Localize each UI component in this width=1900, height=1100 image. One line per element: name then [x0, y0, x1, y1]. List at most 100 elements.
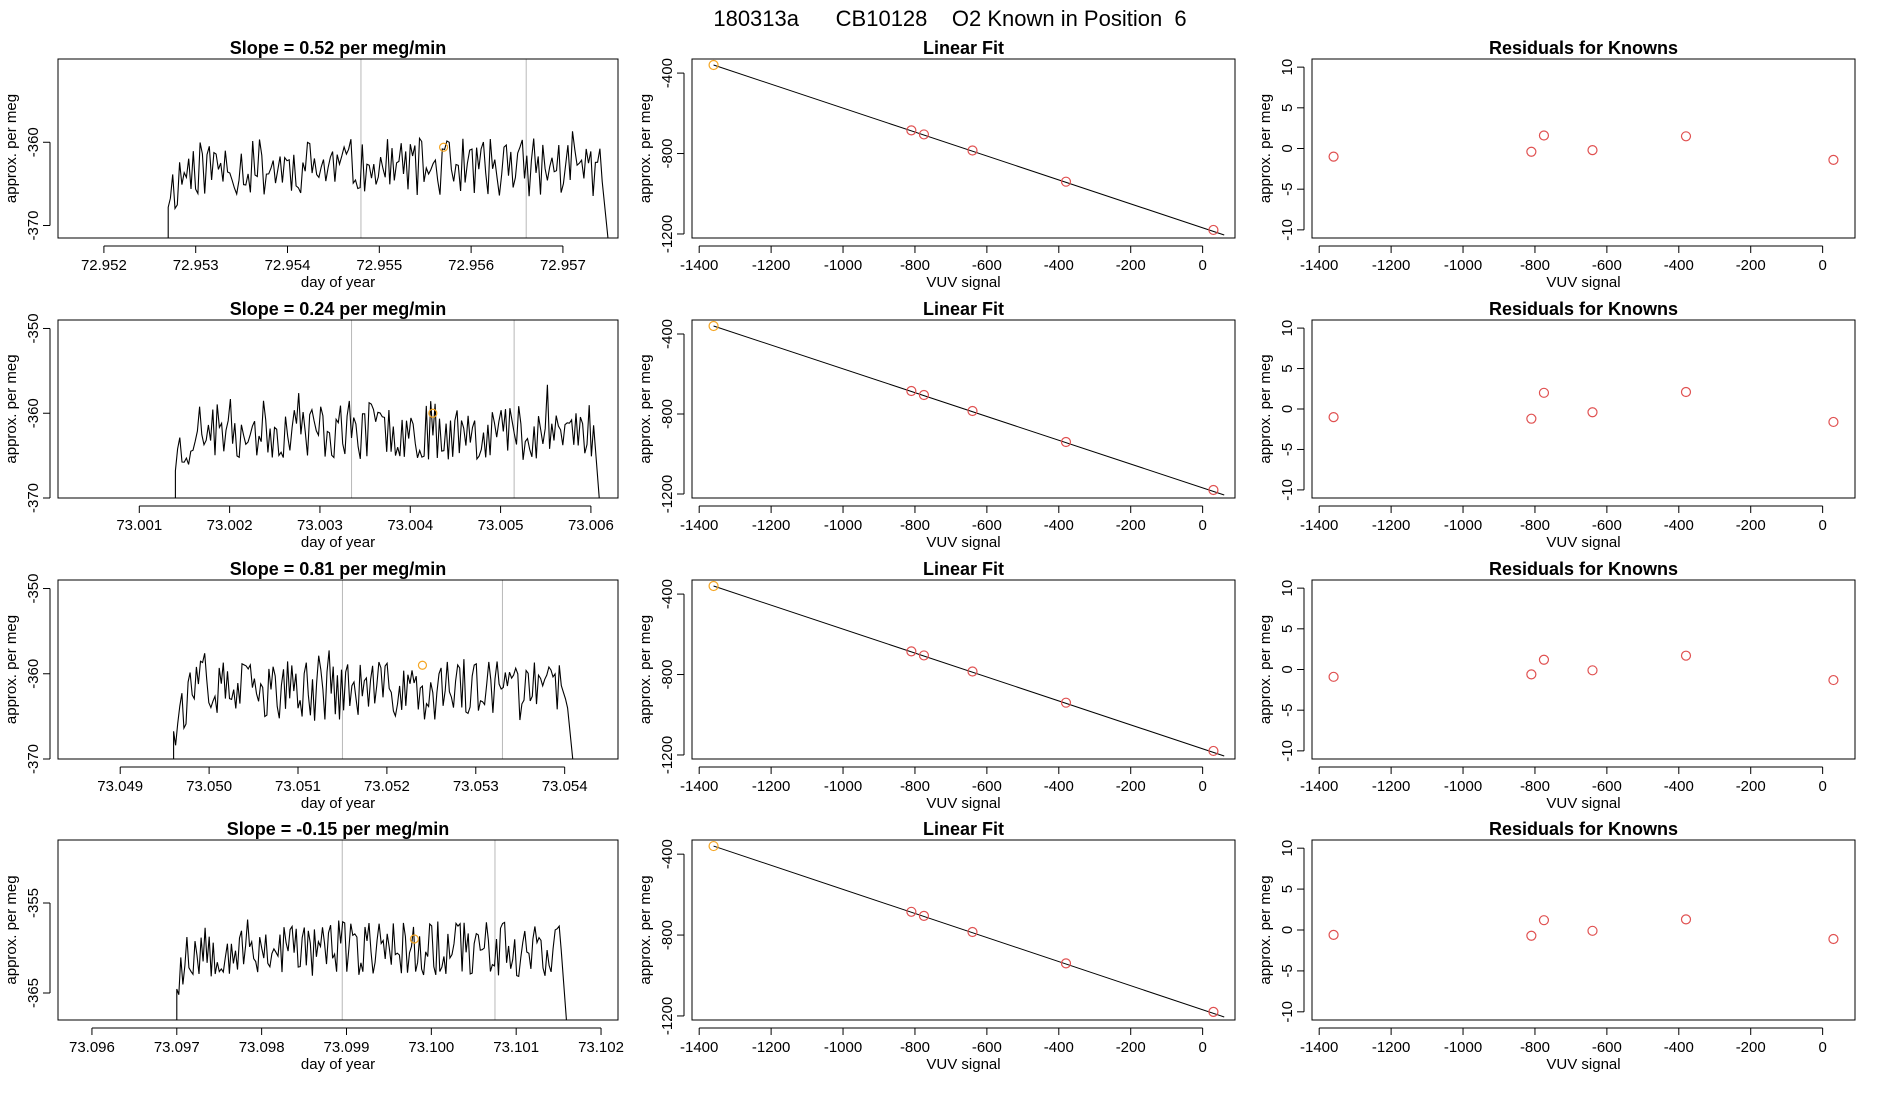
x-tick-label: -200 — [1736, 257, 1766, 274]
known-point — [1060, 697, 1072, 708]
y-tick-label: 5 — [1279, 885, 1296, 893]
panel-title: Residuals for Knowns — [1489, 559, 1678, 579]
x-tick-label: -800 — [1520, 257, 1550, 274]
plot-data-area — [708, 59, 1225, 236]
panel-title: Residuals for Knowns — [1489, 38, 1678, 58]
x-tick-label: 0 — [1198, 257, 1206, 274]
y-tick-label: 0 — [1279, 405, 1296, 413]
x-tick-label: -1200 — [1372, 517, 1410, 534]
x-axis-label: VUV signal — [1546, 1056, 1620, 1073]
x-tick-label: -800 — [1520, 778, 1550, 795]
y-tick-label: 10 — [1279, 59, 1296, 76]
panel-title: Slope = -0.15 per meg/min — [227, 819, 450, 839]
panel-1-2: Residuals for Knowns-1400 -1200 -1000 -800-… — [1257, 299, 1856, 551]
x-tick-label: -1000 — [1444, 257, 1482, 274]
known-point — [708, 320, 719, 332]
residual-point — [1538, 387, 1550, 398]
known-point — [1208, 745, 1219, 757]
plot-frame — [691, 319, 1236, 499]
x-tick-label: -400 — [1044, 257, 1074, 274]
known-point — [918, 389, 930, 401]
y-tick-label: -370 — [25, 744, 42, 774]
per-meg-trace — [173, 650, 574, 759]
panel-2-0: Slope = 0.81 per meg/min 73.049 73.050 73.0… — [3, 559, 619, 812]
plot-frame — [691, 839, 1236, 1021]
y-axis-label: approx. per meg — [637, 94, 654, 203]
y-tick-label: -400 — [659, 839, 676, 869]
x-axis-label: VUV signal — [926, 534, 1000, 551]
x-tick-label: 73.004 — [387, 517, 433, 534]
panel-0-1: Linear Fit-1400 -1200 -1000 -800 -600 -400 -20… — [637, 38, 1236, 291]
known-point — [708, 840, 719, 852]
y-tick-label: -360 — [25, 659, 42, 689]
y-tick-label: -10 — [1279, 219, 1296, 241]
x-tick-label: -1200 — [1372, 1039, 1410, 1056]
known-point — [967, 145, 978, 156]
fit-line — [713, 585, 1225, 757]
y-tick-label: -1200 — [659, 736, 676, 774]
x-tick-label: 73.050 — [186, 778, 232, 795]
plot-data-area — [173, 650, 574, 759]
panel-title: Linear Fit — [923, 299, 1004, 319]
y-tick-label: -350 — [25, 574, 42, 604]
plot-frame — [1311, 579, 1856, 760]
x-axis-label: VUV signal — [926, 795, 1000, 812]
panel-title: Slope = 0.81 per meg/min — [230, 559, 447, 579]
residual-point — [1680, 914, 1692, 925]
mean-marker — [409, 934, 419, 944]
x-tick-label: -1400 — [680, 1039, 718, 1056]
x-tick-label: 73.049 — [97, 778, 143, 795]
plot-frame — [57, 839, 619, 1021]
y-tick-label: -400 — [659, 579, 676, 609]
x-tick-label: 72.956 — [448, 257, 494, 274]
x-tick-label: -1200 — [1372, 778, 1410, 795]
x-tick-label: 73.002 — [207, 517, 253, 534]
y-tick-label: 0 — [1279, 926, 1296, 934]
x-tick-label: -400 — [1044, 1039, 1074, 1056]
y-tick-label: -5 — [1279, 964, 1296, 977]
x-tick-label: -1400 — [1300, 1039, 1338, 1056]
known-point — [906, 906, 917, 917]
y-axis-label: approx. per meg — [1257, 354, 1274, 463]
plot-data-area — [1328, 130, 1839, 165]
known-point — [1060, 176, 1072, 187]
x-tick-label: -1400 — [1300, 778, 1338, 795]
x-tick-label: -1200 — [1372, 257, 1410, 274]
y-axis-label: approx. per meg — [3, 875, 20, 984]
panel-0-0: Slope = 0.52 per meg/min 72.952 72.953 72.9… — [3, 38, 619, 291]
x-tick-label: 73.097 — [154, 1039, 200, 1056]
known-point — [918, 129, 930, 140]
y-axis-label: approx. per meg — [1257, 94, 1274, 203]
y-tick-label: 0 — [1279, 665, 1296, 673]
plot-frame — [1311, 319, 1856, 499]
x-tick-label: -200 — [1736, 778, 1766, 795]
residual-point — [1587, 925, 1598, 936]
plot-frame — [57, 579, 619, 760]
x-tick-label: -600 — [972, 257, 1002, 274]
x-tick-label: -600 — [972, 778, 1002, 795]
y-axis-label: approx. per meg — [637, 615, 654, 724]
panel-0-2: Residuals for Knowns-1400 -1200 -1000 -800-… — [1257, 38, 1856, 291]
plot-data-area — [174, 384, 600, 498]
y-tick-label: -365 — [25, 978, 42, 1008]
y-tick-label: -800 — [659, 660, 676, 690]
known-point — [906, 125, 917, 136]
residual-point — [1538, 915, 1550, 926]
x-axis-label: VUV signal — [926, 274, 1000, 291]
y-tick-label: -1200 — [659, 997, 676, 1035]
y-axis-label: approx. per meg — [1257, 615, 1274, 724]
residual-point — [1526, 930, 1537, 941]
x-axis-label: day of year — [301, 795, 375, 812]
residual-point — [1538, 130, 1550, 141]
x-tick-label: 73.054 — [542, 778, 588, 795]
y-tick-label: -360 — [25, 398, 42, 428]
x-tick-label: -800 — [900, 517, 930, 534]
x-tick-label: -800 — [900, 778, 930, 795]
x-tick-label: -200 — [1116, 517, 1146, 534]
y-axis-label: approx. per meg — [637, 875, 654, 984]
x-axis-label: VUV signal — [1546, 795, 1620, 812]
x-axis-label: day of year — [301, 534, 375, 551]
known-point — [967, 926, 978, 938]
x-axis-label: VUV signal — [926, 1056, 1000, 1073]
